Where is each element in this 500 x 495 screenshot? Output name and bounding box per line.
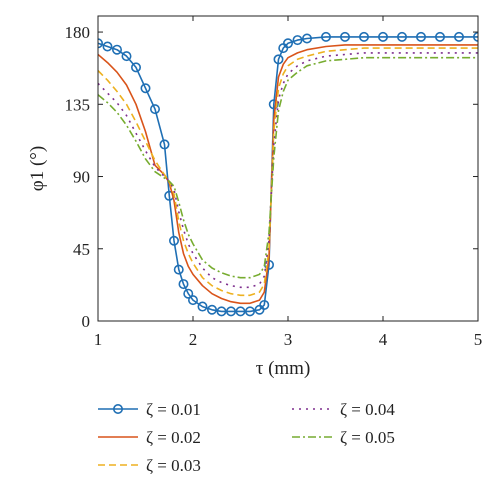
- legend-item-2: ζ = 0.02: [98, 428, 201, 447]
- data-point: [358, 31, 369, 42]
- data-point: [377, 31, 388, 42]
- legend-item-4: ζ = 0.04: [292, 400, 395, 419]
- legend-item-1: ζ = 0.01: [98, 400, 201, 419]
- data-point: [173, 264, 184, 275]
- x-tick-label: 5: [474, 330, 483, 349]
- x-axis-label: τ (mm): [256, 358, 311, 379]
- data-point: [150, 104, 161, 115]
- data-point: [434, 31, 445, 42]
- data-point: [273, 54, 284, 65]
- series-line-5: [98, 56, 478, 279]
- data-point: [188, 295, 199, 306]
- legend: ζ = 0.01 ζ = 0.02 ζ = 0.03 ζ = 0.04 ζ = 0.05: [98, 400, 395, 475]
- data-point: [197, 301, 208, 312]
- data-point: [259, 299, 270, 310]
- y-axis-label: φ1 (°): [27, 146, 48, 191]
- legend-item-5: ζ = 0.05: [292, 428, 395, 447]
- data-point: [216, 306, 227, 317]
- series-line-4: [98, 52, 478, 289]
- y-tick-label: 90: [73, 168, 90, 187]
- series-3: [98, 47, 478, 297]
- data-point: [102, 41, 113, 52]
- data-point: [268, 99, 279, 110]
- data-point: [159, 139, 170, 150]
- y-tick-label: 0: [82, 312, 91, 331]
- data-point: [178, 279, 189, 290]
- data-point: [121, 51, 132, 62]
- data-point: [396, 31, 407, 42]
- data-point: [301, 33, 312, 44]
- series-4: [98, 52, 478, 289]
- series-line-3: [98, 47, 478, 297]
- legend-label: ζ = 0.03: [146, 456, 201, 475]
- series-line-1: [98, 36, 478, 313]
- data-point: [339, 31, 350, 42]
- x-tick-label: 3: [284, 330, 293, 349]
- data-point: [183, 288, 194, 299]
- data-point: [226, 306, 237, 317]
- data-point: [415, 31, 426, 42]
- data-point: [235, 306, 246, 317]
- data-point: [140, 83, 151, 94]
- series-2: [98, 44, 478, 305]
- data-point: [112, 44, 123, 55]
- legend-label: ζ = 0.05: [340, 428, 395, 447]
- series-lines: [98, 31, 478, 317]
- y-tick-label: 45: [73, 240, 90, 259]
- data-point: [245, 306, 256, 317]
- data-point: [453, 31, 464, 42]
- series-line-2: [98, 44, 478, 305]
- data-point: [169, 235, 180, 246]
- data-point: [207, 304, 218, 315]
- x-tick-label: 1: [94, 330, 103, 349]
- data-point: [131, 62, 142, 73]
- data-point: [282, 38, 293, 49]
- legend-marker: [113, 403, 124, 414]
- x-tick-label: 4: [379, 330, 388, 349]
- legend-label: ζ = 0.02: [146, 428, 201, 447]
- y-tick-label: 180: [65, 23, 91, 42]
- series-5: [98, 56, 478, 279]
- series-1: [98, 31, 478, 317]
- data-point: [320, 31, 331, 42]
- x-tick-label: 2: [189, 330, 198, 349]
- data-point: [292, 35, 303, 46]
- legend-item-3: ζ = 0.03: [98, 456, 201, 475]
- y-tick-label: 135: [65, 95, 91, 114]
- axes-frame: [97, 15, 479, 322]
- legend-label: ζ = 0.04: [340, 400, 395, 419]
- legend-label: ζ = 0.01: [146, 400, 201, 419]
